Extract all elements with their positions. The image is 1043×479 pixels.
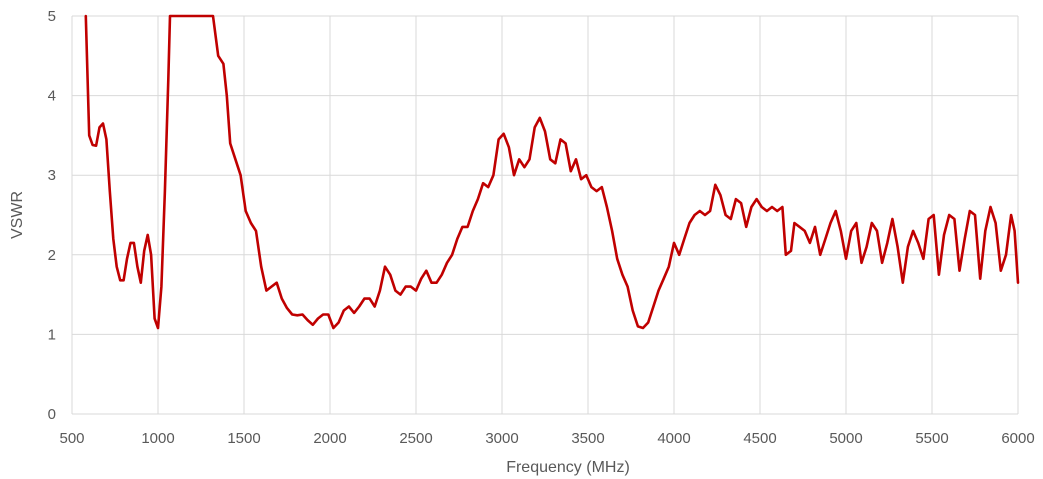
x-tick-label: 1000: [141, 430, 174, 447]
y-tick-labels: 0 1 2 3 4 5: [48, 8, 56, 423]
grid: [72, 16, 1018, 414]
x-tick-label: 6000: [1001, 430, 1034, 447]
x-tick-label: 4500: [743, 430, 776, 447]
y-axis-title: VSWR: [9, 191, 26, 239]
x-tick-label: 4000: [657, 430, 690, 447]
x-tick-labels: 500 1000 1500 2000 2500 3000 3500 4000 4500 5000 5…: [59, 430, 1034, 447]
y-tick-label: 3: [48, 167, 56, 184]
x-tick-label: 2000: [313, 430, 346, 447]
x-tick-label: 5000: [829, 430, 862, 447]
x-tick-label: 2500: [399, 430, 432, 447]
y-tick-label: 1: [48, 326, 56, 343]
x-tick-label: 1500: [227, 430, 260, 447]
y-tick-label: 4: [48, 88, 56, 105]
series-line: [86, 16, 1018, 328]
y-tick-label: 0: [48, 406, 56, 423]
x-tick-label: 3000: [485, 430, 518, 447]
y-tick-label: 2: [48, 247, 56, 264]
x-tick-label: 3500: [571, 430, 604, 447]
x-tick-label: 5500: [915, 430, 948, 447]
y-tick-label: 5: [48, 8, 56, 25]
x-axis-title: Frequency (MHz): [506, 459, 630, 476]
x-tick-label: 500: [59, 430, 84, 447]
